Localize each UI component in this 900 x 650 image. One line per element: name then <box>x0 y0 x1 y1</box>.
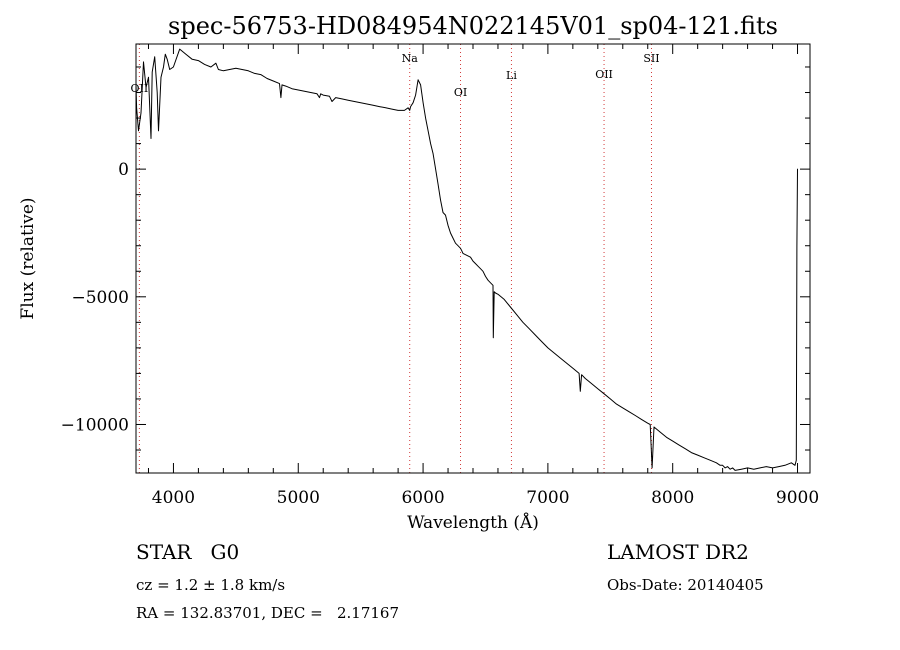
line-markers: OII Na OI Li OII SII <box>131 44 660 473</box>
y-axis-label: Flux (relative) <box>18 197 38 319</box>
y-tick-label: −5000 <box>71 288 129 308</box>
x-tick-label: 7000 <box>526 488 569 508</box>
x-axis-label: Wavelength (Å) <box>407 512 539 533</box>
line-marker-label: OII <box>595 68 613 81</box>
y-tick-label: 0 <box>118 160 129 180</box>
redshift-line: cz = 1.2 ± 1.8 km/s <box>136 576 286 594</box>
y-tick-label: −10000 <box>61 415 129 435</box>
spectrum-line <box>135 48 798 471</box>
x-tick-label: 9000 <box>776 488 819 508</box>
axis-ticks: 4000 5000 6000 7000 8000 9000 0 −5000 −10000 <box>61 44 819 508</box>
x-tick-label: 5000 <box>277 488 320 508</box>
line-marker-label: Na <box>402 52 419 65</box>
line-marker-label: Li <box>506 69 517 82</box>
line-marker-label: SII <box>643 52 659 65</box>
coordinates-line: RA = 132.83701, DEC = 2.17167 <box>136 604 400 622</box>
observation-date: Obs-Date: 20140405 <box>607 576 764 594</box>
x-tick-label: 8000 <box>651 488 694 508</box>
chart-title: spec-56753-HD084954N022145V01_sp04-121.f… <box>168 12 778 40</box>
line-marker-label: OI <box>454 86 467 99</box>
x-tick-label: 4000 <box>152 488 195 508</box>
x-tick-label: 6000 <box>401 488 444 508</box>
object-class: STAR G0 <box>136 540 240 564</box>
plot-frame <box>135 43 811 474</box>
spectrum-series <box>135 48 798 471</box>
survey-name: LAMOST DR2 <box>607 540 749 564</box>
line-marker-label: OII <box>131 82 149 95</box>
